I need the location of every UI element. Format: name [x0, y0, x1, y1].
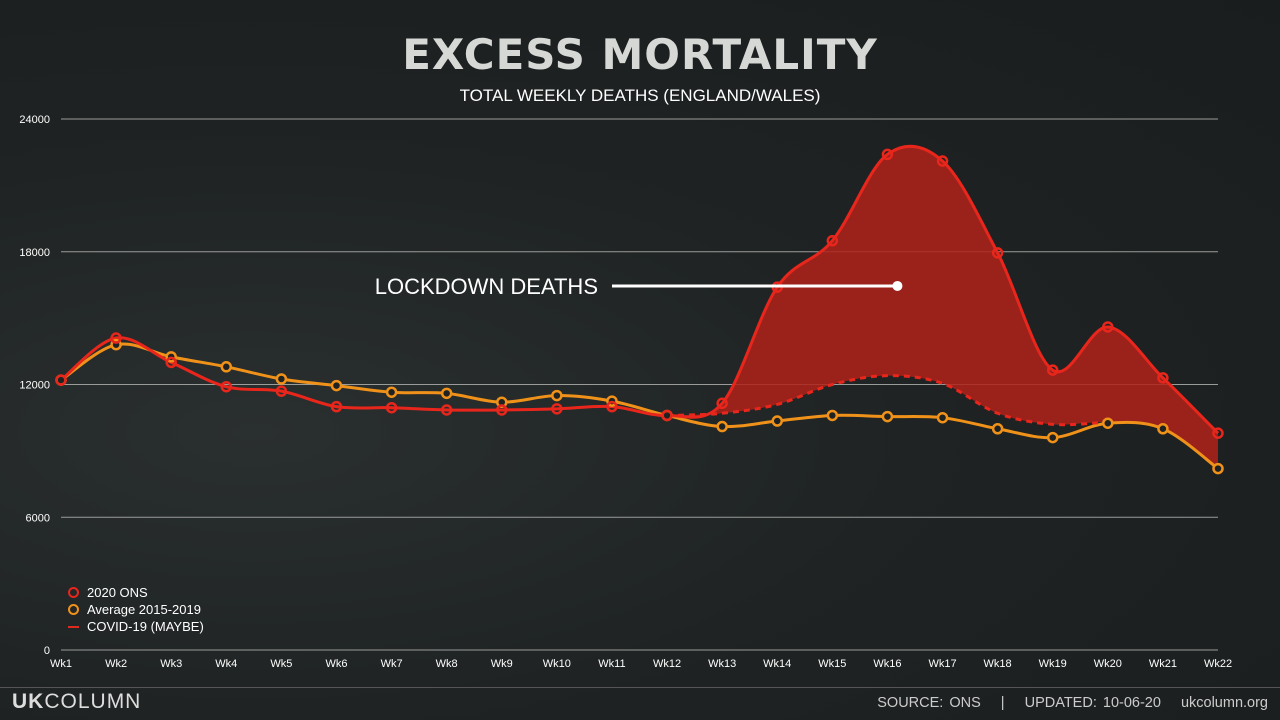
point-2020: [1157, 372, 1169, 384]
point-average: [330, 379, 343, 392]
footer-info: SOURCE: ONS | UPDATED: 10-06-20 ukcolumn…: [863, 695, 1268, 711]
legend-dash-icon: [68, 625, 79, 628]
excess-area: [667, 146, 1218, 469]
y-tick-label: 6000: [26, 512, 50, 524]
legend-item-average: Average 2015-2019: [68, 601, 204, 618]
point-average: [1046, 431, 1059, 444]
point-2020: [661, 409, 673, 422]
annotation-dot: [892, 280, 903, 291]
y-tick-label: 24000: [19, 114, 50, 126]
point-average: [1157, 423, 1169, 435]
y-tick-label: 0: [44, 645, 50, 657]
point-2020: [220, 380, 233, 393]
updated-text: UPDATED: 10-06-20: [1024, 695, 1161, 711]
point-average: [826, 409, 839, 422]
point-average: [771, 415, 783, 427]
point-2020: [330, 400, 343, 413]
legend-marker-icon: [68, 587, 79, 598]
x-tick-label: Wk1: [50, 658, 72, 670]
series-line-2020: [60, 144, 1220, 435]
x-tick-label: Wk14: [763, 658, 791, 670]
legend-label: COVID-19 (MAYBE): [87, 619, 204, 634]
x-tick-label: Wk13: [708, 658, 736, 670]
series-line-covid: [666, 374, 1108, 427]
footer-divider: [0, 687, 1280, 688]
point-2020: [991, 247, 1004, 259]
source-text: SOURCE: ONS: [877, 695, 981, 711]
chart-title: EXCESS MORTALITY: [402, 30, 878, 79]
y-tick-label: 18000: [19, 247, 50, 259]
point-average: [936, 411, 949, 424]
point-average: [1212, 462, 1224, 475]
separator: |: [1000, 695, 1005, 711]
series-line-average: [60, 342, 1219, 470]
legend-marker-icon: [68, 604, 79, 615]
point-average: [385, 386, 398, 398]
point-average: [496, 396, 508, 408]
x-tick-label: Wk15: [818, 658, 846, 670]
point-2020: [165, 356, 177, 369]
point-average: [881, 410, 894, 423]
site-link[interactable]: ukcolumn.org: [1180, 695, 1268, 711]
x-tick-label: Wk20: [1094, 658, 1122, 670]
point-2020: [936, 155, 949, 167]
y-tick-label: 12000: [19, 380, 50, 392]
point-2020: [55, 374, 67, 386]
point-2020: [606, 400, 618, 413]
x-tick-label: Wk18: [984, 658, 1012, 670]
point-average: [716, 420, 728, 433]
point-average: [551, 389, 563, 402]
x-tick-label: Wk9: [491, 658, 513, 670]
point-average: [440, 387, 453, 400]
point-average: [1102, 417, 1114, 429]
point-2020: [1046, 364, 1059, 376]
x-tick-label: Wk10: [543, 658, 571, 670]
x-tick-label: Wk19: [1039, 658, 1067, 670]
x-tick-label: Wk3: [160, 658, 182, 670]
x-tick-label: Wk11: [598, 658, 625, 670]
x-tick-label: Wk8: [436, 658, 458, 670]
point-2020: [1212, 427, 1224, 439]
point-2020: [496, 404, 508, 416]
x-tick-label: Wk6: [325, 658, 347, 670]
x-tick-label: Wk17: [928, 658, 956, 670]
point-2020: [881, 148, 894, 161]
point-2020: [385, 401, 398, 414]
point-2020: [826, 234, 839, 247]
point-2020: [551, 403, 563, 415]
point-2020: [1102, 321, 1114, 333]
x-tick-label: Wk12: [653, 658, 681, 670]
point-2020: [440, 404, 453, 416]
annotation-label: LOCKDOWN DEATHS: [375, 274, 598, 299]
legend-label: Average 2015-2019: [87, 602, 201, 617]
x-tick-label: Wk7: [381, 658, 403, 670]
x-tick-label: Wk16: [873, 658, 901, 670]
point-average: [220, 361, 233, 373]
point-average: [275, 373, 288, 385]
point-average: [991, 423, 1004, 435]
point-2020: [716, 397, 728, 410]
point-2020: [275, 385, 288, 397]
x-tick-label: Wk4: [215, 658, 237, 670]
x-tick-label: Wk2: [105, 658, 127, 670]
legend-label: 2020 ONS: [87, 585, 148, 600]
chart-subtitle: TOTAL WEEKLY DEATHS (ENGLAND/WALES): [459, 86, 821, 105]
x-tick-label: Wk5: [270, 658, 292, 670]
brand-logo: UKCOLUMN: [12, 690, 142, 713]
legend-item-covid: COVID-19 (MAYBE): [68, 618, 204, 635]
legend: 2020 ONS Average 2015-2019 COVID-19 (MAY…: [68, 584, 204, 635]
x-tick-label: Wk22: [1204, 658, 1232, 670]
x-tick-label: Wk21: [1149, 658, 1177, 670]
point-2020: [110, 332, 122, 344]
legend-item-2020: 2020 ONS: [68, 584, 204, 601]
